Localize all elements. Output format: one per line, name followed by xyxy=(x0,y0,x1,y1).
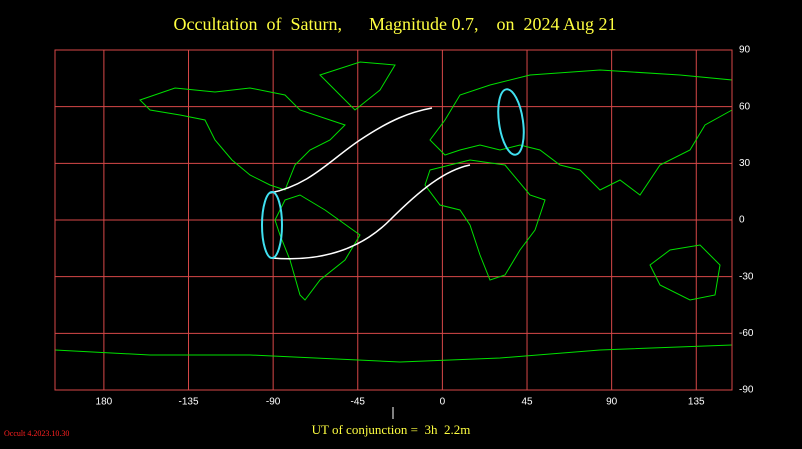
software-version: Occult 4.2023.10.30 xyxy=(4,429,69,438)
south-america xyxy=(274,194,361,301)
grid xyxy=(55,49,732,391)
y-tick-label: 30 xyxy=(739,158,751,169)
north-america xyxy=(139,87,346,191)
x-tick-label: 0 xyxy=(440,397,446,408)
africa xyxy=(424,159,546,281)
northern-limit xyxy=(269,107,433,194)
y-tick-label: 60 xyxy=(739,101,751,112)
x-tick-label: 135 xyxy=(688,397,705,408)
southern-limit xyxy=(271,164,471,260)
occultation-path xyxy=(261,88,525,260)
x-tick-label: -135 xyxy=(179,397,199,408)
antarctica xyxy=(54,344,733,363)
terminator-west xyxy=(261,191,283,259)
eurasia xyxy=(429,69,733,196)
y-tick-label: -30 xyxy=(739,271,754,282)
x-tick-label: 180 xyxy=(96,397,113,408)
australia xyxy=(649,244,721,301)
y-tick-label: 90 xyxy=(739,45,751,56)
x-tick-label: -90 xyxy=(266,397,281,408)
terminator-east xyxy=(497,88,525,156)
x-tick-label: -45 xyxy=(351,397,366,408)
coastlines xyxy=(54,61,733,363)
y-tick-label: -60 xyxy=(739,328,754,339)
conjunction-label: UT of conjunction = 3h 2.2m xyxy=(312,422,471,437)
y-tick-label: 0 xyxy=(739,215,745,226)
title: Occultation of Saturn, Magnitude 0.7, on… xyxy=(174,14,617,34)
greenland xyxy=(319,61,396,111)
map-frame xyxy=(54,49,733,391)
x-tick-label: 45 xyxy=(521,397,533,408)
x-tick-label: 90 xyxy=(606,397,618,408)
y-tick-label: -90 xyxy=(739,385,754,396)
